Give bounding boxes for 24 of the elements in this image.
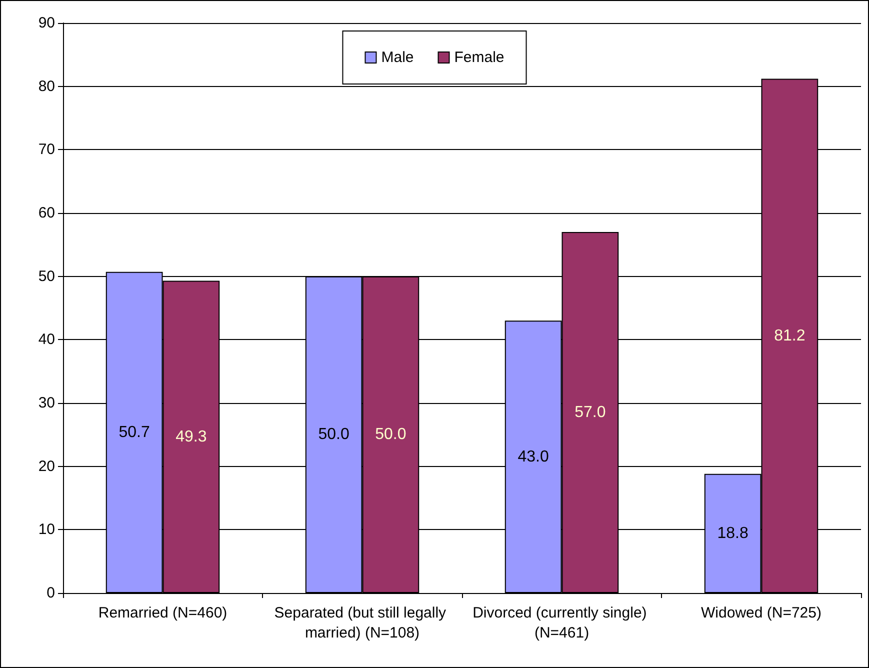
y-tick-label: 50: [38, 268, 55, 285]
legend-label: Male: [381, 49, 414, 66]
x-tick-label: Remarried (N=460): [98, 604, 228, 622]
data-label: 18.8: [717, 524, 748, 542]
y-tick-label: 20: [38, 458, 55, 475]
data-label: 57.0: [574, 404, 606, 421]
data-label: 50.7: [118, 424, 150, 441]
y-tick-label: 60: [38, 204, 55, 222]
y-tick-label: 90: [38, 14, 55, 32]
y-tick-label: 80: [38, 78, 55, 95]
data-label: 43.0: [518, 448, 549, 466]
y-tick-label: 0: [46, 584, 55, 602]
x-tick-label: Divorced (currently single) (N=461): [472, 604, 651, 642]
data-label: 50.0: [318, 426, 350, 444]
y-tick-label: 10: [38, 521, 55, 538]
legend-label: Female: [454, 49, 504, 66]
data-label: 81.2: [774, 327, 806, 344]
y-tick-label: 40: [38, 331, 55, 348]
y-tick-label: 30: [38, 394, 55, 412]
data-label: 50.0: [375, 426, 406, 444]
x-tick-label: Separated (but still legally married) (N=108): [274, 604, 450, 642]
y-tick-label: 70: [38, 141, 55, 158]
data-label: 49.3: [176, 428, 207, 446]
x-tick-label: Widowed (N=725): [701, 604, 822, 622]
